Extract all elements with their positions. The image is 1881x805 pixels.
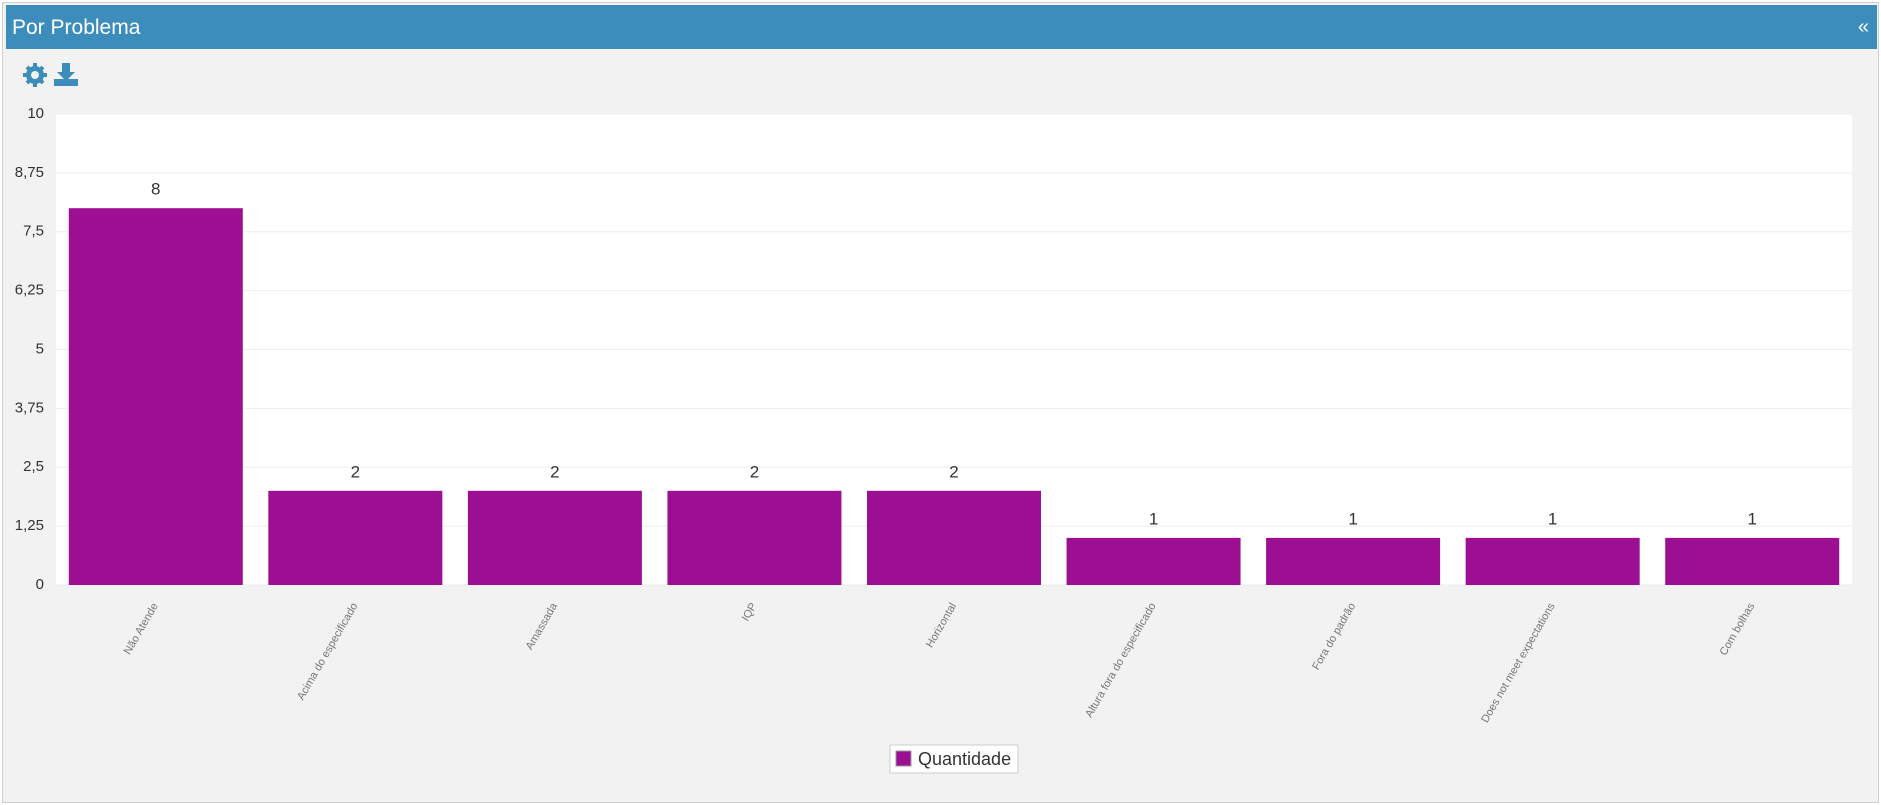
bar xyxy=(866,490,1042,585)
settings-icon[interactable] xyxy=(23,63,47,87)
x-tick-label: Amassada xyxy=(524,600,561,652)
data-label: 1 xyxy=(1348,509,1357,528)
y-tick-label: 2,5 xyxy=(23,458,44,475)
collapse-button[interactable]: « xyxy=(1857,16,1869,38)
data-label: 2 xyxy=(351,462,360,481)
y-tick-label: 7,5 xyxy=(23,223,44,240)
y-tick-label: 1,25 xyxy=(15,517,44,534)
data-label: 8 xyxy=(151,180,160,199)
data-label: 1 xyxy=(1548,509,1557,528)
y-tick-label: 10 xyxy=(27,105,44,122)
x-tick-label: Horizontal xyxy=(924,601,959,650)
legend-swatch xyxy=(895,750,912,767)
x-tick-label: Does not meet expectations xyxy=(1479,601,1558,726)
bar xyxy=(467,490,642,585)
y-tick-label: 3,75 xyxy=(15,399,44,416)
bar xyxy=(667,490,842,585)
bar xyxy=(1465,537,1640,585)
download-icon[interactable] xyxy=(54,63,78,86)
x-tick-label: Com bolhas xyxy=(1718,601,1758,658)
data-label: 2 xyxy=(949,462,958,481)
data-label: 1 xyxy=(1149,509,1158,528)
bar xyxy=(1066,537,1241,585)
bar xyxy=(68,208,243,585)
bar xyxy=(268,490,443,585)
bar xyxy=(1266,537,1441,585)
x-tick-label: Fora do padrão xyxy=(1310,601,1358,672)
y-tick-label: 0 xyxy=(36,576,44,593)
x-tick-label: IQP xyxy=(740,601,760,623)
x-tick-label: Altura fora do especificado xyxy=(1083,601,1159,720)
panel-title: Por Problema xyxy=(12,16,141,39)
data-label: 2 xyxy=(550,462,559,481)
data-label: 1 xyxy=(1747,509,1756,528)
data-label: 2 xyxy=(750,462,759,481)
y-tick-label: 5 xyxy=(36,340,44,357)
y-tick-label: 6,25 xyxy=(15,282,44,299)
bar xyxy=(1665,537,1840,585)
panel-header: Por Problema « xyxy=(6,5,1877,49)
x-tick-label: Não Atende xyxy=(122,601,161,657)
x-tick-label: Acima do especificado xyxy=(295,601,360,702)
legend-label: Quantidade xyxy=(918,749,1011,769)
y-tick-label: 8,75 xyxy=(15,164,44,181)
